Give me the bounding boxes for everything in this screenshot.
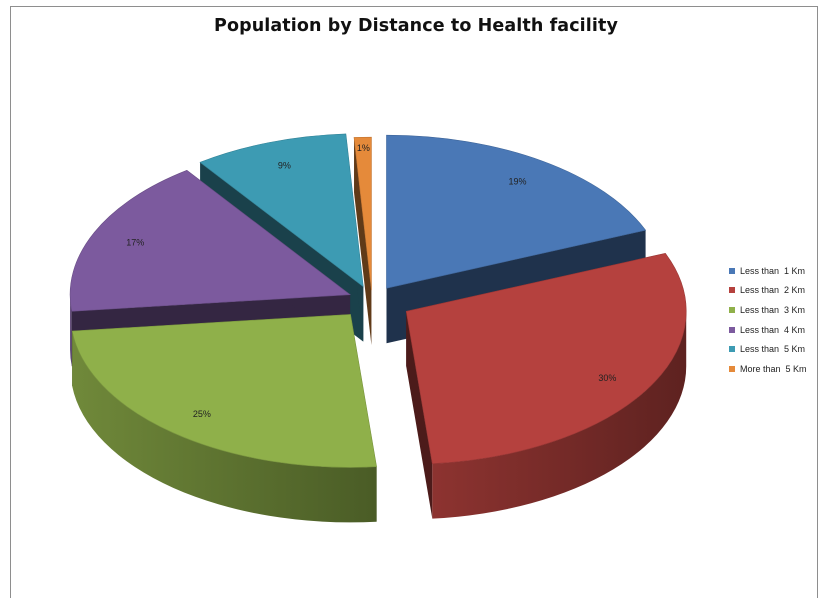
- slice-outer-wall-2: [72, 331, 377, 523]
- legend-label: Less than 5 Km: [740, 344, 806, 355]
- slice-outer-wall-1: [432, 311, 687, 519]
- slice-outer-wall-3: [70, 294, 72, 367]
- slice-data-label-5: 9%: [278, 161, 291, 171]
- pie-slice-1: [386, 134, 647, 289]
- slice-cut-face-5-0: [354, 137, 372, 346]
- slice-data-label-3: 25%: [193, 409, 211, 419]
- legend-label: Less than 3 Km: [740, 304, 806, 315]
- slice-cut-face-1-1: [406, 311, 433, 519]
- slice-data-label-4: 17%: [126, 237, 144, 247]
- legend-item: Less than 5 Km: [729, 339, 817, 359]
- legend-item: More than 5 Km: [729, 359, 817, 379]
- legend-swatch: [729, 306, 735, 313]
- pie-labels: 19% 30% 25% 17% 9% 1%: [126, 143, 616, 419]
- pie-slice-6: [353, 136, 372, 291]
- legend-label: Less than 2 Km: [740, 285, 806, 296]
- slice-data-label-2: 30%: [598, 373, 616, 383]
- chart-title: Population by Distance to Health facilit…: [214, 16, 618, 36]
- legend-label: More than 5 Km: [740, 363, 807, 374]
- legend-item: Less than 4 Km: [729, 320, 817, 340]
- pie-slice-5: [199, 133, 364, 288]
- legend-label: Less than 4 Km: [740, 324, 806, 335]
- legend-swatch: [729, 365, 735, 372]
- pie-slice-3: [71, 314, 377, 468]
- legend-item: Less than 3 Km: [729, 300, 817, 320]
- slice-data-label-6: 1%: [357, 143, 370, 153]
- legend-swatch: [729, 267, 735, 274]
- legend-swatch: [729, 346, 735, 353]
- legend-item: Less than 1 Km: [729, 261, 817, 281]
- pie-slice-2: [405, 252, 687, 464]
- legend-swatch: [729, 326, 735, 333]
- legend-item: Less than 2 Km: [729, 281, 817, 301]
- pie-tops: [69, 133, 687, 468]
- pie-slice-4: [69, 169, 351, 312]
- slice-data-label-1: 19%: [509, 176, 527, 186]
- legend-swatch: [729, 287, 735, 294]
- legend: Less than 1 Km Less than 2 Km Less than 3 …: [729, 261, 817, 379]
- legend-label: Less than 1 Km: [740, 265, 806, 276]
